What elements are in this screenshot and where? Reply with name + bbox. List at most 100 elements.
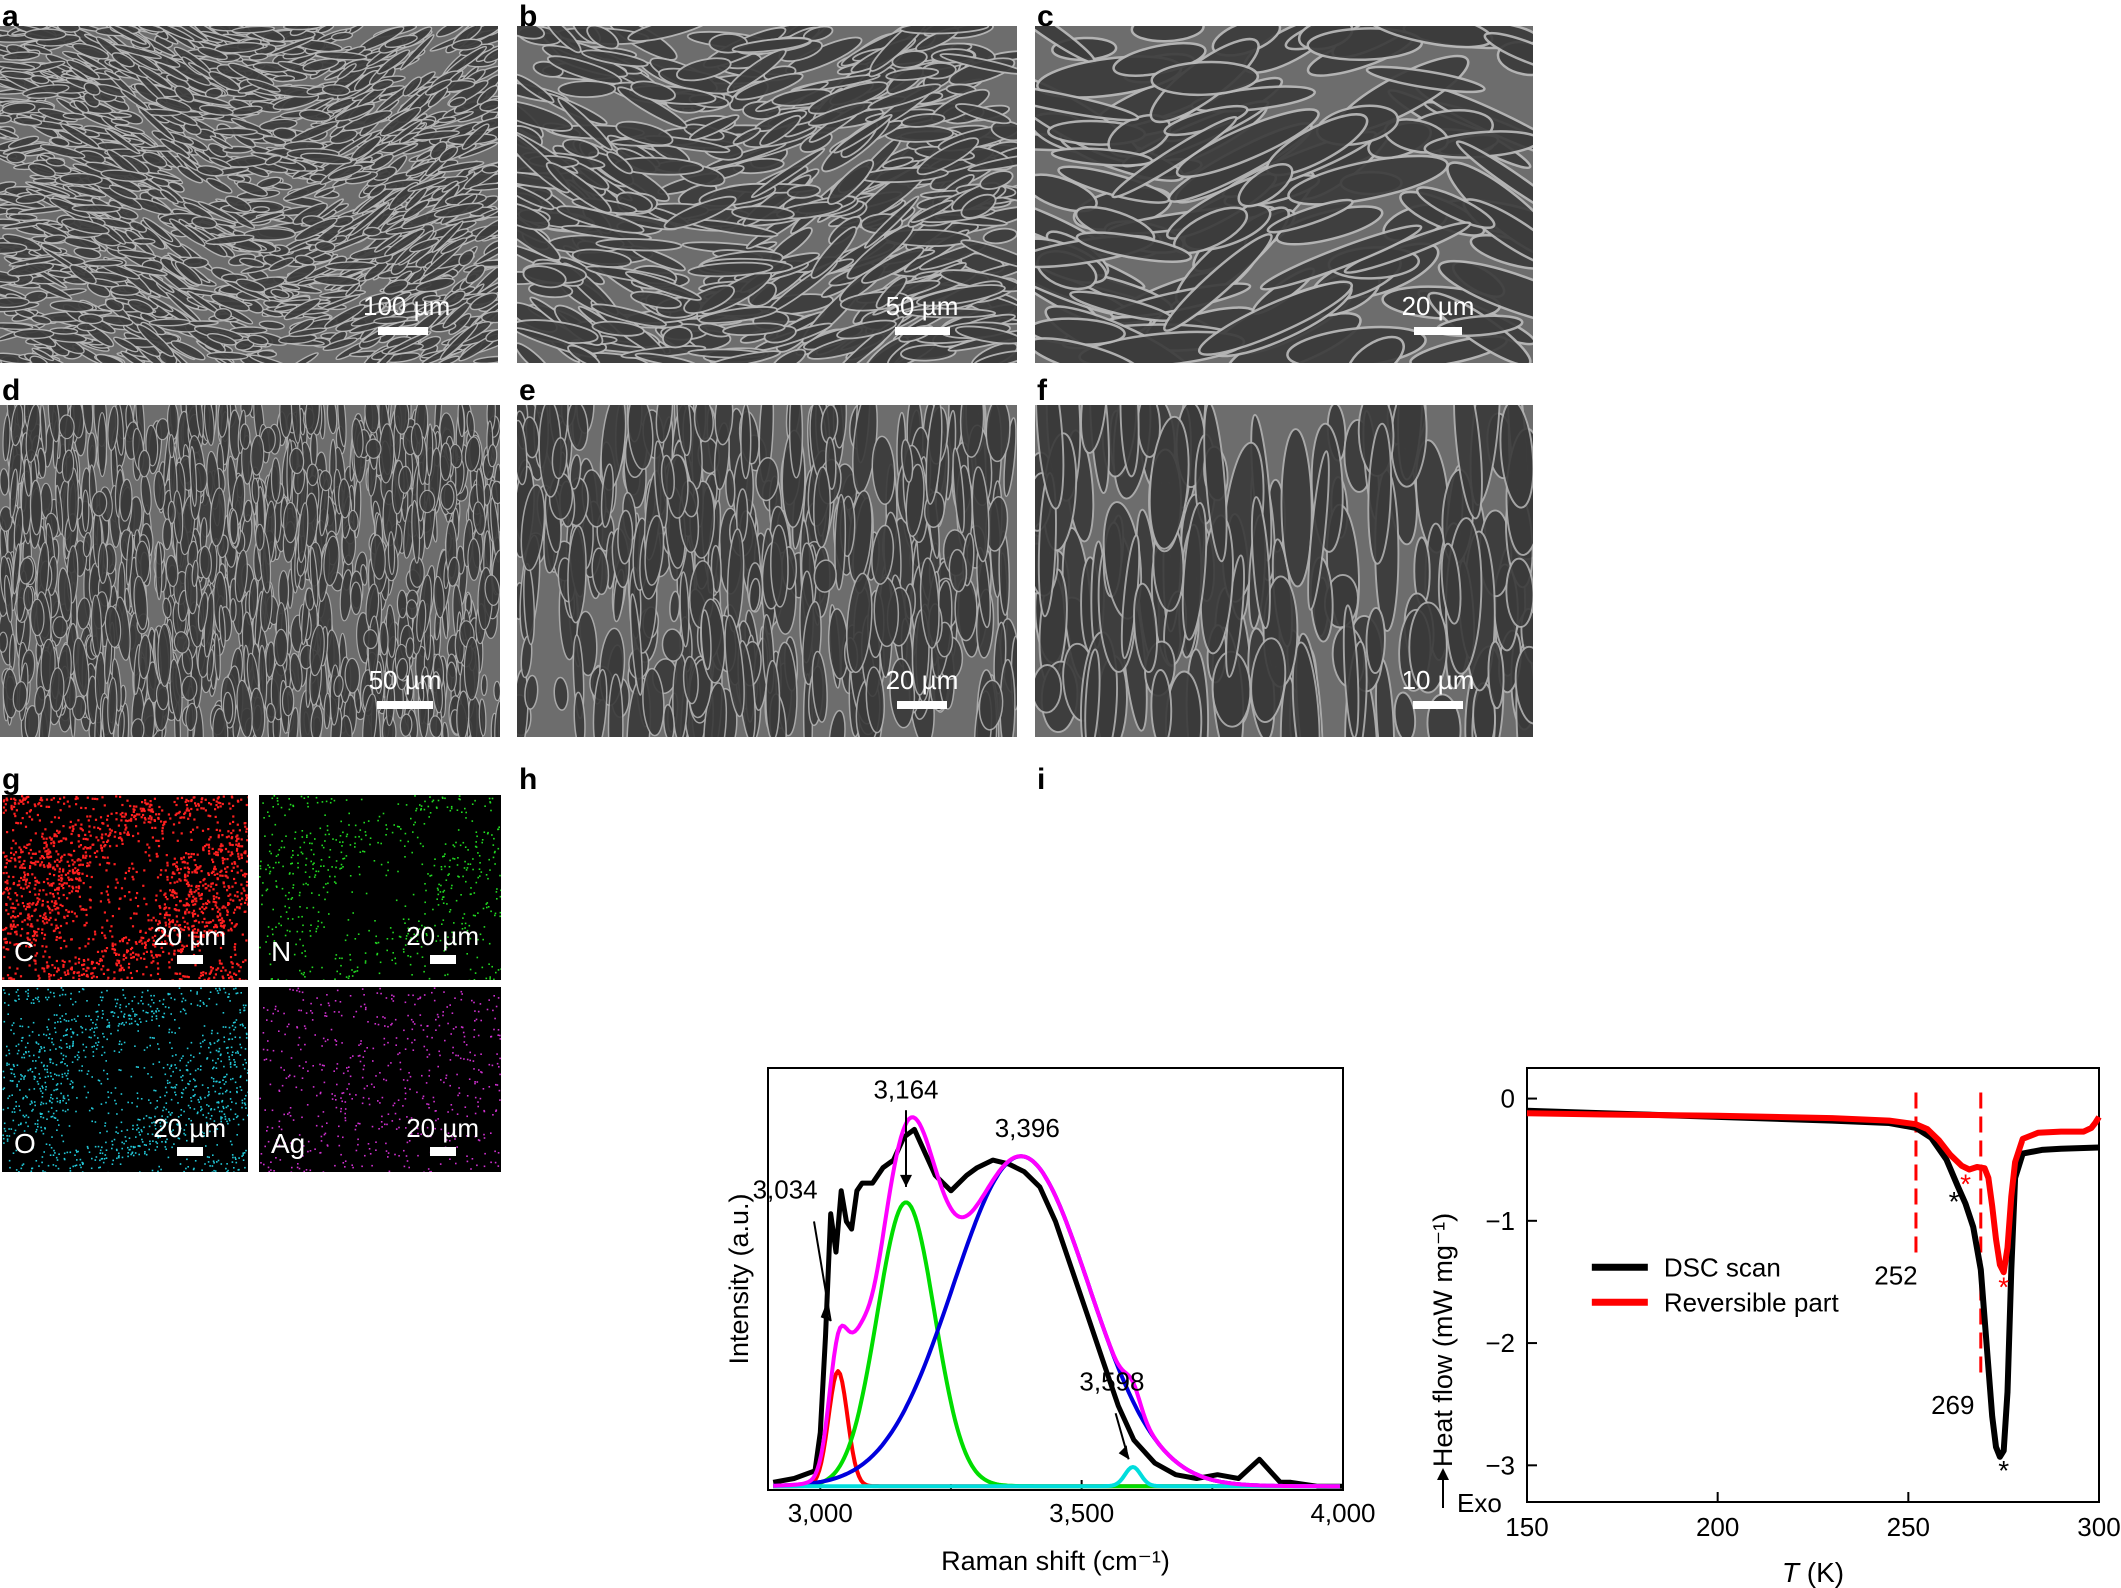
- eds-dot: [216, 851, 219, 854]
- eds-dot: [66, 860, 69, 863]
- eds-dot: [179, 868, 182, 871]
- eds-dot: [106, 840, 109, 843]
- eds-dot: [174, 972, 177, 975]
- eds-dot: [41, 855, 44, 858]
- eds-dot: [107, 839, 110, 842]
- pore: [32, 177, 57, 185]
- eds-dot: [118, 968, 122, 971]
- eds-dot: [220, 869, 223, 872]
- eds-dot: [222, 924, 225, 927]
- eds-dot: [228, 902, 231, 905]
- eds-dot: [85, 913, 88, 917]
- pore: [463, 636, 480, 701]
- pore: [29, 598, 45, 637]
- pore: [396, 589, 408, 619]
- eds-dot: [68, 805, 71, 808]
- eds-dot: [32, 938, 36, 941]
- eds-dot: [220, 933, 223, 936]
- eds-dot: [226, 876, 229, 879]
- panel-label-f: f: [1037, 374, 1047, 407]
- eds-dot: [47, 848, 50, 851]
- pore: [683, 284, 735, 315]
- eds-dot: [202, 935, 205, 938]
- eds-dot: [176, 972, 179, 975]
- eds-dot: [44, 828, 47, 831]
- eds-dot: [231, 885, 234, 888]
- eds-dot: [57, 878, 60, 881]
- eds-dot: [67, 910, 70, 914]
- eds-dot: [220, 962, 223, 965]
- pore: [474, 217, 498, 242]
- pore: [483, 46, 498, 63]
- pore: [2, 142, 51, 155]
- eds-dot: [4, 803, 7, 806]
- eds-dot: [221, 834, 224, 837]
- eds-dot: [219, 922, 222, 925]
- eds-dot: [61, 959, 64, 962]
- eds-dot: [150, 961, 153, 964]
- eds-dot: [72, 976, 75, 979]
- eds-dot: [7, 932, 10, 935]
- eds-dot: [16, 884, 19, 887]
- eds-dot: [43, 922, 46, 925]
- eds-dot: [196, 826, 199, 829]
- pore: [396, 657, 409, 681]
- pore: [438, 146, 459, 163]
- eds-dot: [121, 839, 124, 842]
- eds-dot: [215, 828, 218, 831]
- eds-dot: [167, 813, 170, 816]
- eds-dot: [222, 795, 225, 798]
- eds-dot: [143, 957, 146, 960]
- eds-dot: [7, 912, 10, 916]
- eds-dot: [48, 919, 51, 922]
- eds-dot: [225, 836, 228, 839]
- eds-dot: [24, 797, 27, 800]
- eds-dot: [208, 977, 211, 980]
- pore: [113, 336, 139, 353]
- pore: [476, 84, 498, 105]
- eds-dot: [82, 854, 85, 857]
- eds-dot: [71, 910, 74, 913]
- pore: [247, 334, 269, 346]
- eds-dot: [216, 854, 219, 857]
- eds-dot: [34, 880, 37, 883]
- eds-dot: [197, 802, 200, 806]
- sem-texture: [1035, 405, 1533, 737]
- pore: [189, 446, 198, 507]
- eds-dot: [240, 892, 243, 895]
- pore: [0, 242, 28, 255]
- eds-dot: [69, 820, 72, 823]
- eds-dot: [17, 856, 20, 859]
- eds-dot: [213, 932, 216, 935]
- eds-dot: [158, 921, 161, 924]
- eds-dot: [187, 883, 190, 887]
- pore: [114, 124, 145, 135]
- eds-dot: [245, 803, 248, 807]
- pore: [960, 239, 1017, 270]
- eds-dot: [137, 954, 140, 957]
- eds-dot: [195, 919, 198, 922]
- eds-dot: [147, 817, 150, 820]
- pore: [120, 350, 150, 363]
- eds-dot: [153, 797, 156, 800]
- pore: [107, 677, 118, 735]
- eds-dot: [203, 917, 206, 920]
- eds-dot: [29, 809, 32, 812]
- eds-dot: [101, 950, 104, 953]
- eds-dot: [18, 846, 21, 849]
- eds-dot: [35, 903, 38, 906]
- eds-dot: [18, 860, 21, 863]
- eds-dot: [59, 977, 63, 980]
- eds-dot: [115, 962, 118, 965]
- pore: [272, 127, 297, 141]
- eds-dot: [33, 862, 36, 865]
- eds-dot: [129, 948, 133, 951]
- pore: [326, 405, 338, 435]
- pore: [257, 349, 278, 358]
- pore: [522, 265, 567, 289]
- pore: [630, 290, 682, 310]
- eds-dot: [131, 862, 134, 865]
- eds-dot: [62, 887, 65, 890]
- eds-dot: [48, 956, 51, 959]
- eds-dot: [23, 875, 26, 878]
